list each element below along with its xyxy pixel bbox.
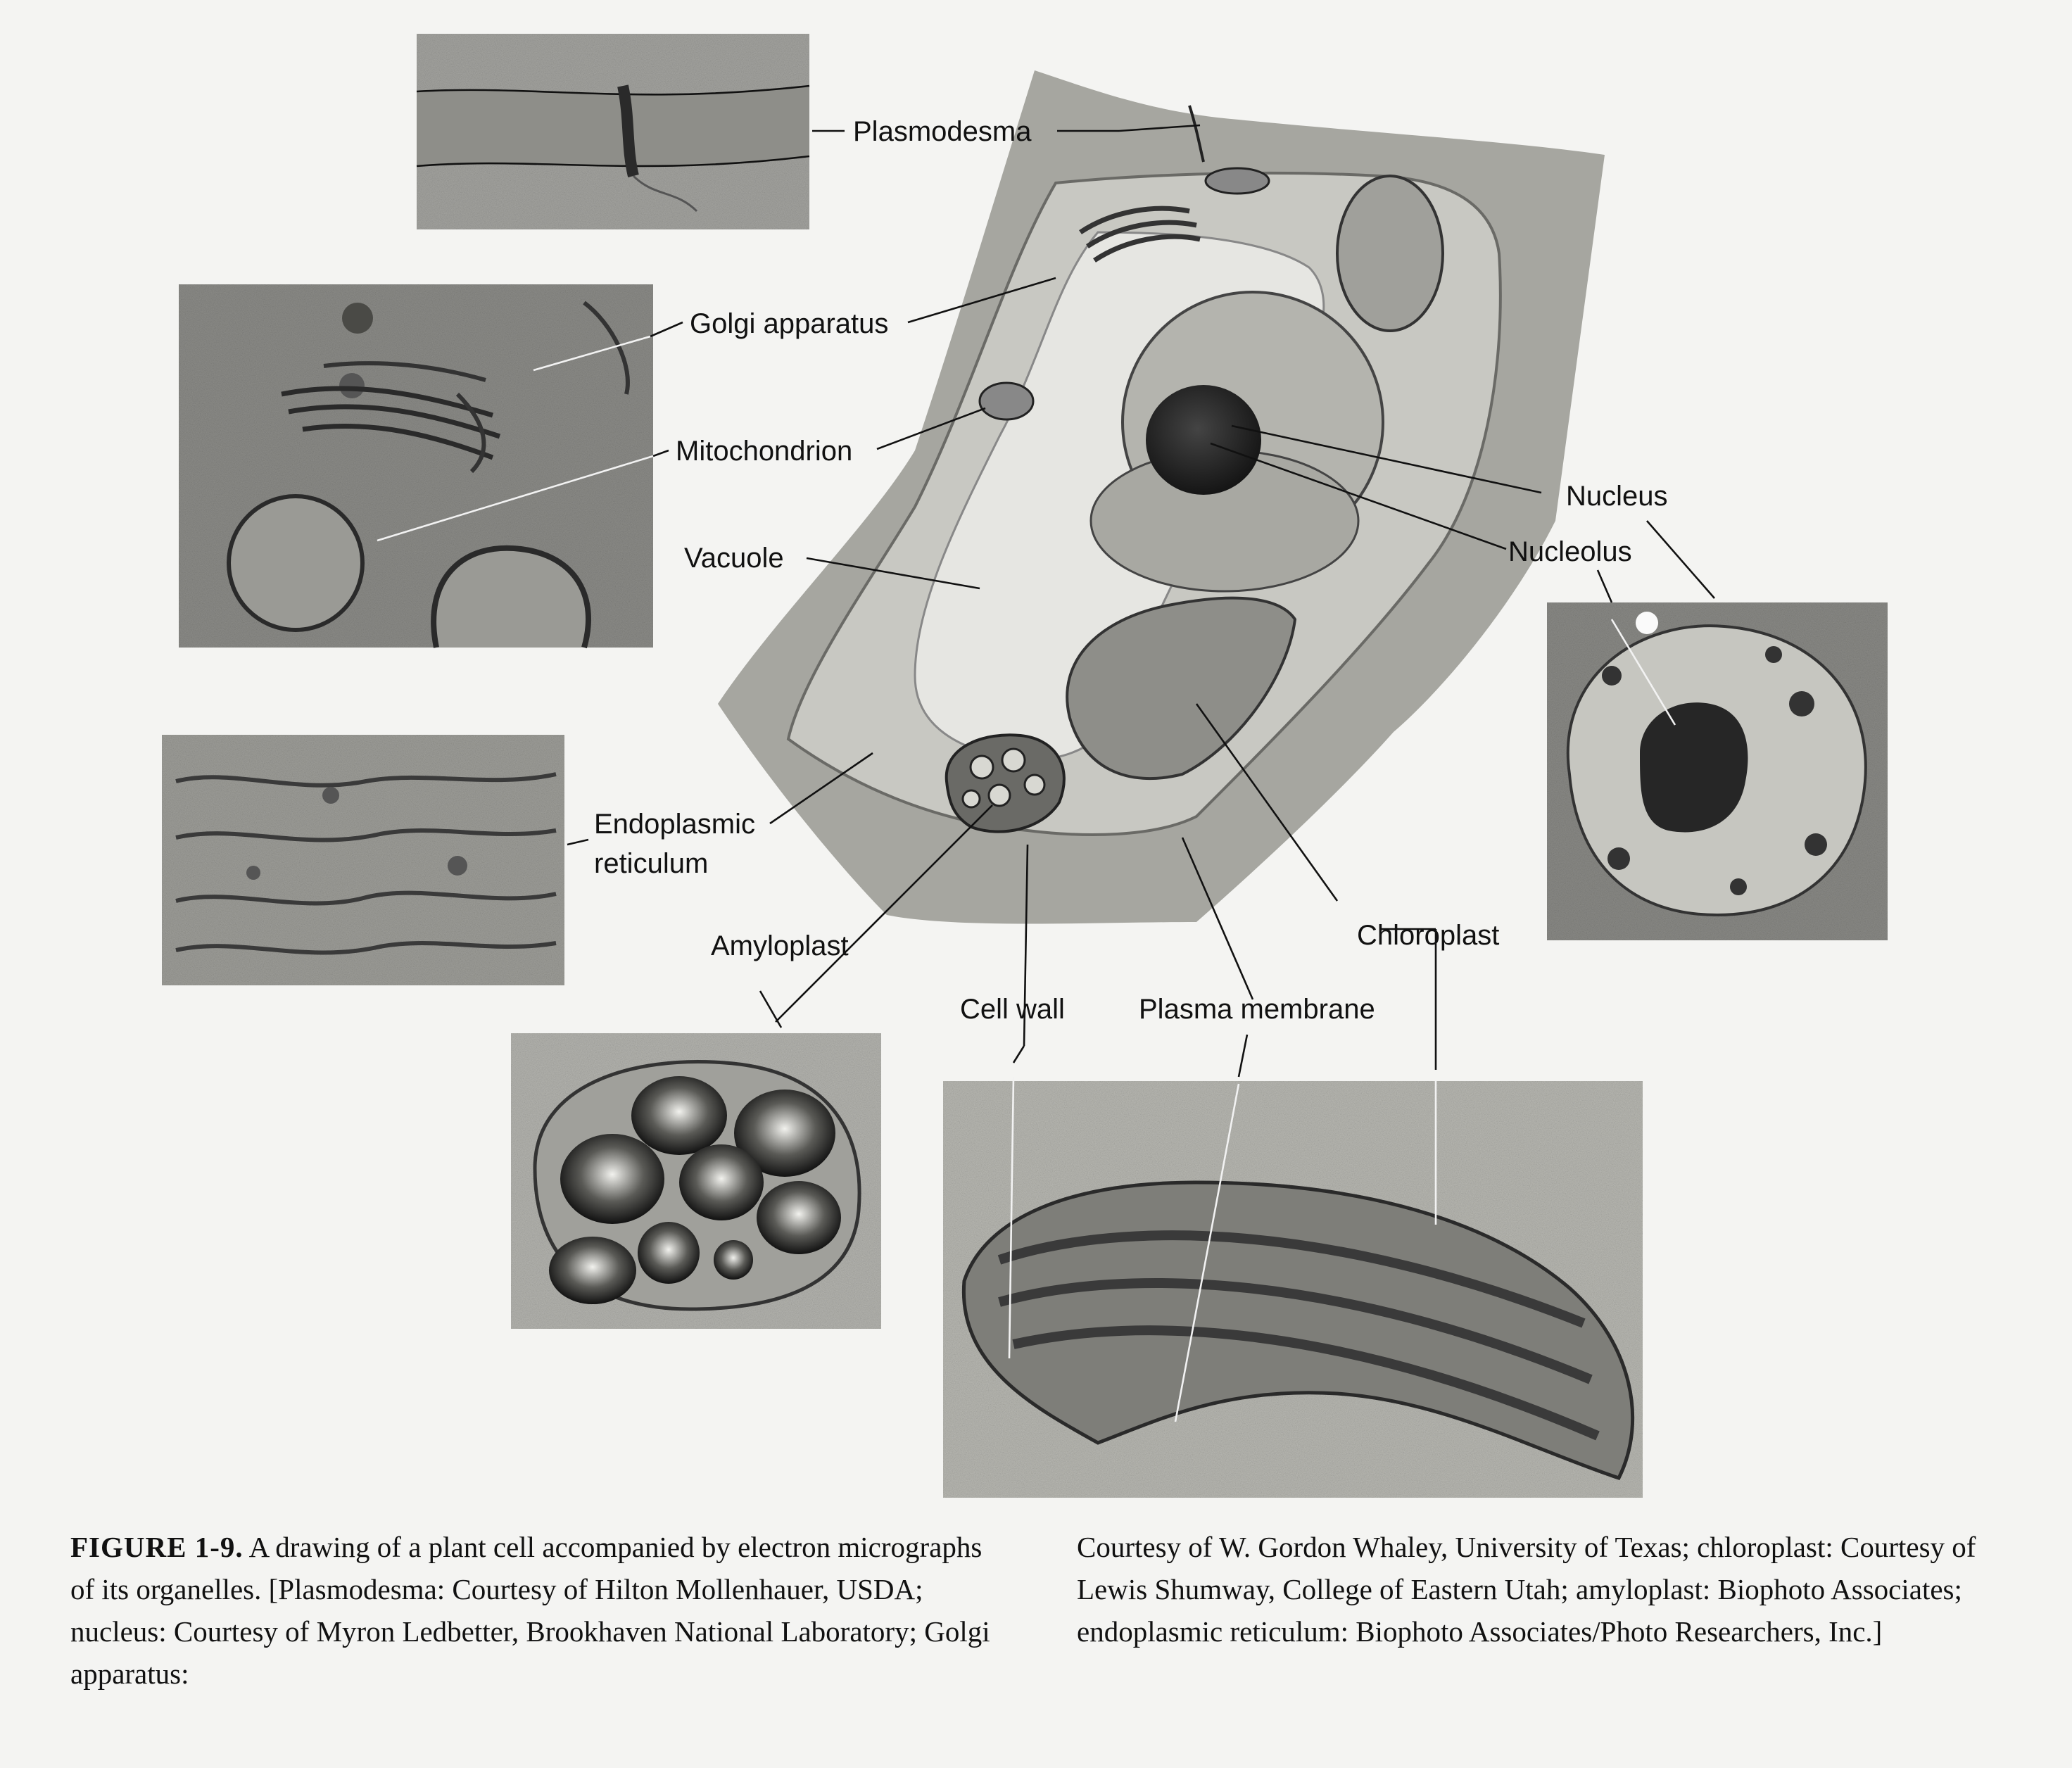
figure-label: FIGURE 1-9. — [70, 1531, 244, 1563]
label-nucleolus: Nucleolus — [1508, 536, 1632, 567]
labels: Plasmodesma Golgi apparatus Mitochondrio… — [594, 116, 1668, 1025]
er-micrograph — [162, 735, 564, 985]
label-golgi-apparatus: Golgi apparatus — [690, 308, 888, 339]
label-nucleus: Nucleus — [1566, 481, 1668, 512]
label-chloroplast: Chloroplast — [1357, 920, 1499, 951]
label-endoplasmic: Endoplasmic — [594, 809, 755, 840]
golgi-mitochondrion-micrograph — [179, 284, 653, 649]
label-reticulum: reticulum — [594, 848, 708, 879]
chloroplast-micrograph — [943, 1081, 1643, 1498]
nucleus-micrograph — [1547, 602, 1888, 940]
label-vacuole: Vacuole — [684, 543, 784, 574]
plant-cell-drawing — [718, 70, 1605, 924]
label-amyloplast: Amyloplast — [711, 930, 849, 961]
caption-left-text: A drawing of a plant cell accompanied by… — [70, 1531, 990, 1690]
caption-right-text: Courtesy of W. Gordon Whaley, University… — [1077, 1531, 1976, 1648]
label-plasma-membrane: Plasma membrane — [1139, 994, 1375, 1025]
amyloplast-micrograph — [511, 1033, 881, 1329]
leader-lines — [377, 124, 1715, 1422]
label-mitochondrion: Mitochondrion — [676, 436, 852, 467]
figure-caption-left: FIGURE 1-9. A drawing of a plant cell ac… — [70, 1526, 999, 1695]
figure-caption-right: Courtesy of W. Gordon Whaley, University… — [1077, 1526, 2013, 1653]
label-plasmodesma: Plasmodesma — [853, 116, 1032, 147]
label-cell-wall: Cell wall — [960, 994, 1065, 1025]
plasmodesma-micrograph — [416, 34, 810, 229]
